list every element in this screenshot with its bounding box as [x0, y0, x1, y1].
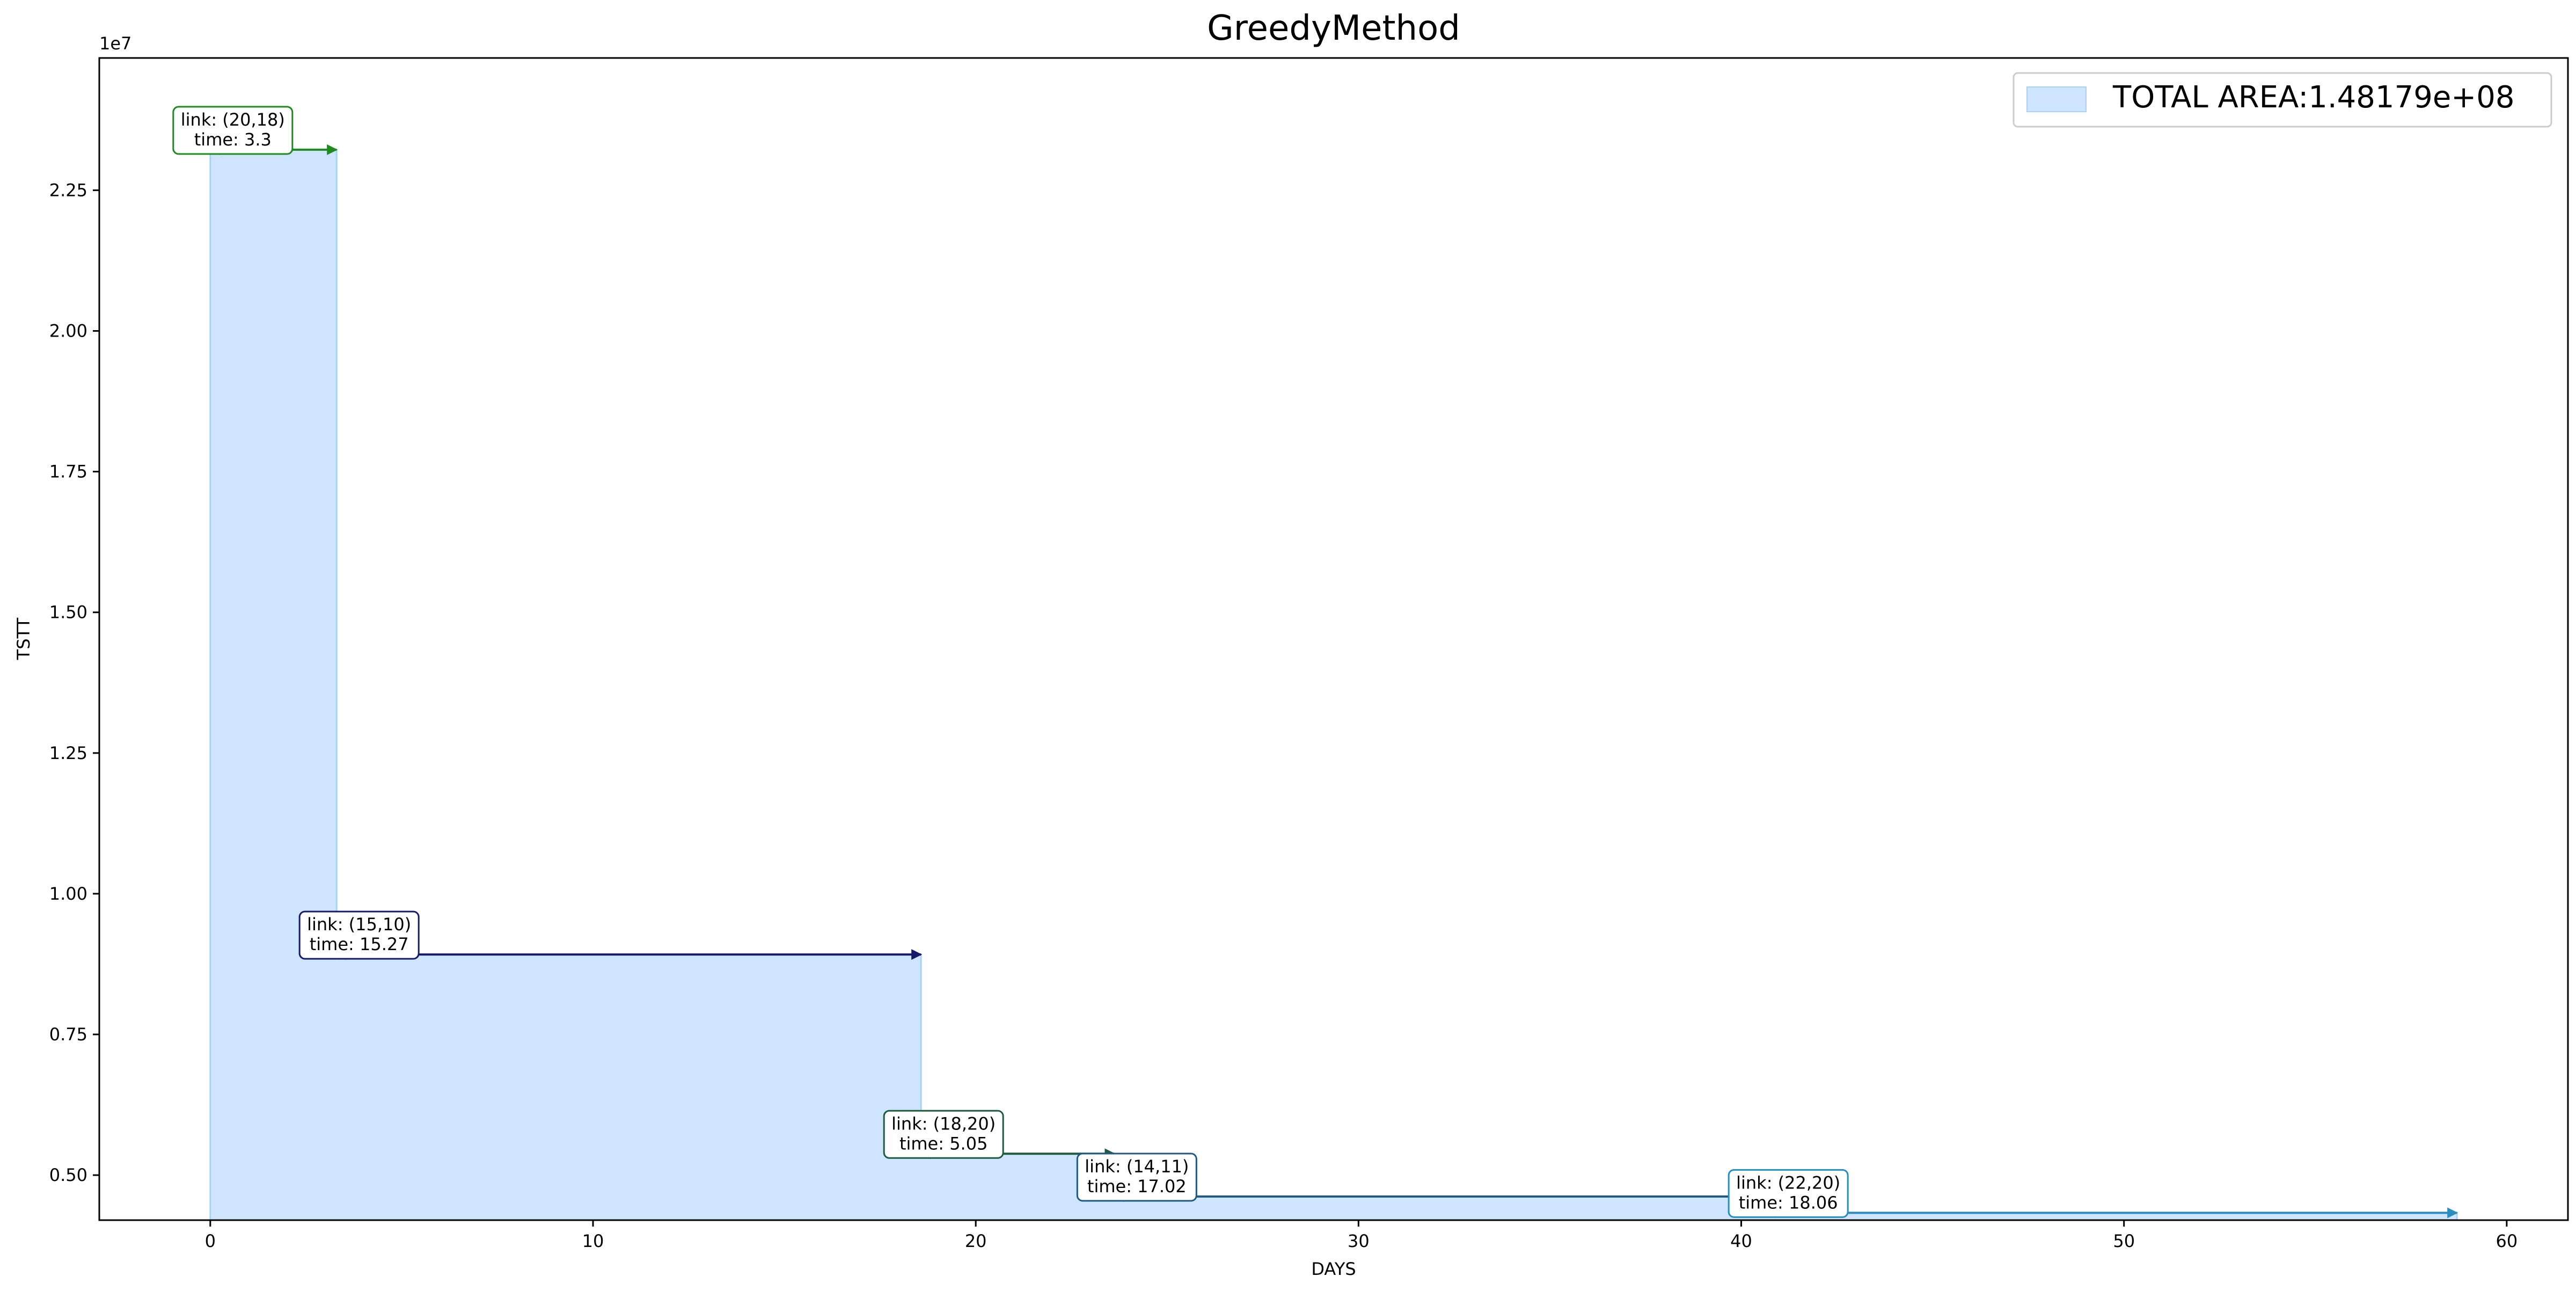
y-tick-label-6: 2.00	[49, 320, 87, 341]
annotation-time-2: time: 5.05	[899, 1133, 988, 1154]
legend-box	[2012, 72, 2552, 128]
tick-layer: 0 10 20 30 40 50 60 0.50 0.75 1.00 1.25 1.50 1.75 2.0…	[49, 180, 2518, 1251]
axes-frame	[98, 57, 2569, 1221]
x-tick-label-1: 10	[582, 1231, 604, 1251]
x-tick-label-4: 40	[1730, 1231, 1752, 1251]
annotation-box-1	[298, 910, 420, 960]
y-tick-label-0: 0.50	[49, 1165, 87, 1185]
legend: TOTAL AREA:1.48179e+08	[2012, 72, 2552, 128]
y-tick-label-1: 0.75	[49, 1024, 87, 1045]
x-axis-label: DAYS	[1311, 1259, 1356, 1279]
y-tick-label-5: 1.75	[49, 462, 87, 482]
annotation-time-3: time: 17.02	[1087, 1176, 1187, 1197]
annotation-box-0	[172, 106, 294, 155]
y-offset-label: 1e7	[99, 33, 131, 54]
y-axis-label: TSTT	[13, 617, 34, 660]
y-tick-label-2: 1.00	[49, 884, 87, 904]
area-step-3	[1114, 1196, 1766, 1220]
annotation-box-3	[1076, 1153, 1197, 1202]
x-tick-label-3: 30	[1348, 1231, 1370, 1251]
annotation-link-0: link: (20,18)	[181, 110, 285, 130]
annotation-box-4	[1728, 1169, 1849, 1218]
area-step-4	[1766, 1213, 2457, 1220]
annotation-link-3: link: (14,11)	[1085, 1156, 1189, 1177]
legend-entry-label: TOTAL AREA:1.48179e+08	[2112, 80, 2514, 115]
y-tick-label-7: 2.25	[49, 180, 87, 200]
annotation-time-4: time: 18.06	[1739, 1192, 1838, 1213]
chart-title: GreedyMethod	[1207, 9, 1460, 48]
x-tick-label-5: 50	[2113, 1231, 2135, 1251]
y-tick-label-3: 1.25	[49, 743, 87, 763]
annotation-time-0: time: 3.3	[194, 129, 272, 150]
annotation-link-1: link: (15,10)	[307, 914, 411, 935]
annotation-link-4: link: (22,20)	[1736, 1172, 1840, 1193]
x-tick-label-0: 0	[205, 1231, 216, 1251]
annotation-time-1: time: 15.27	[310, 934, 409, 954]
x-tick-label-6: 60	[2496, 1231, 2518, 1251]
legend-swatch	[2026, 86, 2087, 112]
annotation-box-2	[883, 1110, 1004, 1159]
area-step-1	[336, 954, 921, 1220]
x-tick-label-2: 20	[965, 1231, 987, 1251]
annotation-link-2: link: (18,20)	[891, 1113, 996, 1134]
area-step-0	[210, 149, 337, 1221]
y-tick-label-4: 1.50	[49, 602, 87, 623]
